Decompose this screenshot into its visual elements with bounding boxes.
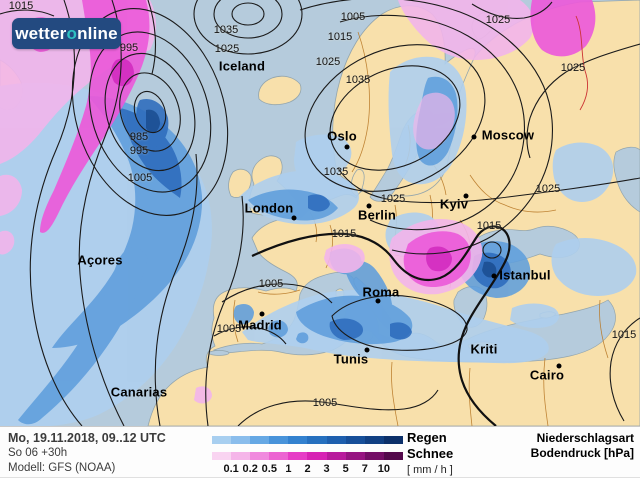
legend-tick: 3: [323, 463, 330, 475]
rain-color-scale: [212, 436, 403, 444]
legend-captions: Regen Schnee [ mm / h ]: [407, 427, 497, 478]
snow-scale-segment: [250, 452, 270, 460]
snow-scale-segment: [326, 452, 346, 460]
pressure-label: 1015: [8, 0, 34, 12]
model-run-label: So 06 +30h: [8, 447, 68, 459]
city-label: Kriti: [470, 341, 498, 357]
logo-text: wetteronline: [15, 23, 118, 43]
city-label: Berlin: [357, 207, 397, 223]
legend-tick: 1: [285, 463, 292, 475]
pressure-label: 1035: [345, 74, 371, 86]
city-dot: [344, 144, 350, 150]
pressure-label: 1025: [485, 14, 511, 26]
snow-scale-segment: [269, 452, 289, 460]
city-label: Oslo: [327, 128, 357, 144]
map-graphics: [0, 0, 640, 426]
rain-scale-segment: [307, 436, 327, 444]
city-label: Moscow: [481, 127, 535, 143]
legend-tick: 5: [342, 463, 349, 475]
pressure-label: 1005: [127, 172, 153, 184]
city-label: London: [244, 200, 294, 216]
rain-scale-segment: [326, 436, 346, 444]
pressure-label: 1025: [560, 62, 586, 74]
city-dot: [291, 215, 297, 221]
snow-label: Schnee: [407, 446, 454, 461]
city-dot: [259, 311, 265, 317]
rain-scale-segment: [269, 436, 289, 444]
pressure-label: 985: [129, 131, 149, 143]
pressure-label: 1035: [213, 24, 239, 36]
rain-scale-segment: [288, 436, 308, 444]
weather-map: Iceland Oslo London Berlin Moscow Kyiv Roma Mad…: [0, 0, 640, 426]
city-dot: [471, 134, 477, 140]
wetteronline-logo[interactable]: wetteronline: [12, 18, 121, 49]
pressure-label: 1025: [214, 43, 240, 55]
snow-scale-segment: [345, 452, 365, 460]
snow-scale-segment: [383, 452, 403, 460]
pressure-label: 1005: [340, 11, 366, 23]
rain-scale-segment: [345, 436, 365, 444]
legend-tick: 0.2: [242, 463, 258, 475]
city-label: Tunis: [333, 351, 369, 367]
city-dot: [366, 203, 372, 209]
city-dot: [491, 273, 497, 279]
snow-scale-segment: [307, 452, 327, 460]
city-label: Açores: [77, 252, 123, 268]
rain-scale-segment: [250, 436, 270, 444]
precipitation-type-label: Niederschlagsart: [536, 431, 634, 445]
legend-tick: 0.5: [261, 463, 277, 475]
city-label: Madrid: [238, 317, 282, 333]
pressure-label: 1015: [476, 220, 502, 232]
pressure-label: 995: [119, 42, 139, 54]
snow-scale-segment: [231, 452, 251, 460]
pressure-label: 1005: [312, 397, 338, 409]
pressure-label: 995: [129, 145, 149, 157]
snow-color-scale: [212, 452, 403, 460]
pressure-label: 1005: [258, 278, 284, 290]
pressure-label: 1025: [535, 183, 561, 195]
city-label: Canarias: [110, 384, 168, 400]
legend-tick: 2: [304, 463, 311, 475]
map-label-layer: Iceland Oslo London Berlin Moscow Kyiv Roma Mad…: [8, 0, 637, 409]
pressure-label: 1015: [327, 31, 353, 43]
city-dot: [463, 193, 469, 199]
snow-scale-segment: [288, 452, 308, 460]
snow-scale-segment: [364, 452, 384, 460]
legend-tick: 0.1: [223, 463, 239, 475]
city-label: Iceland: [218, 58, 266, 74]
city-label: Istanbul: [499, 267, 551, 283]
valid-time-label: Mo, 19.11.2018, 09..12 UTC: [8, 431, 166, 445]
legend-tick-labels: 0.1 0.2 0.5 1 2 3 5 7 10: [212, 463, 403, 475]
legend-tick: 10: [377, 463, 391, 475]
city-label: Roma: [362, 284, 400, 300]
legend-tick: 7: [361, 463, 368, 475]
rain-label: Regen: [407, 430, 447, 445]
rain-scale-segment: [231, 436, 251, 444]
pressure-label: 1025: [380, 193, 406, 205]
city-label: Kyiv: [439, 196, 469, 212]
rain-scale-segment: [364, 436, 384, 444]
rain-scale-segment: [212, 436, 232, 444]
city-dot: [556, 363, 562, 369]
rain-scale-segment: [383, 436, 403, 444]
pressure-label: 1005: [216, 323, 242, 335]
precipitation-legend: 0.1 0.2 0.5 1 2 3 5 7 10: [212, 427, 403, 478]
footer-bar: Mo, 19.11.2018, 09..12 UTC So 06 +30h Mo…: [0, 426, 640, 478]
pressure-label: 1015: [331, 228, 357, 240]
model-name-label: Modell: GFS (NOAA): [8, 462, 116, 474]
city-dot: [364, 347, 370, 353]
city-label: Cairo: [529, 367, 565, 383]
pressure-label: 1015: [611, 329, 637, 341]
pressure-label: 1035: [323, 166, 349, 178]
city-dot: [375, 298, 381, 304]
unit-label: [ mm / h ]: [407, 464, 453, 476]
pressure-label: 1025: [315, 56, 341, 68]
snow-scale-segment: [212, 452, 232, 460]
surface-pressure-label: Bodendruck [hPa]: [530, 446, 634, 460]
